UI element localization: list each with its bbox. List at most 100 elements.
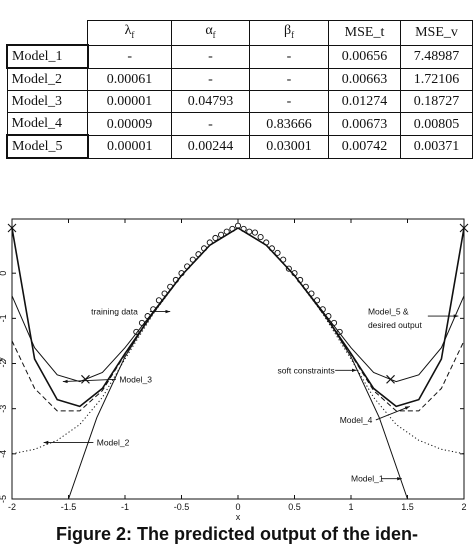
training-data-point: [184, 263, 191, 270]
x-tick-label: -1: [121, 502, 129, 512]
soft-constraint-marker: [386, 374, 395, 384]
annotation-arrow: [427, 314, 459, 318]
figure-caption: Figure 2: The predicted output of the id…: [56, 524, 418, 544]
value-cell: 0.00001: [87, 134, 172, 159]
x-tick-label: -1.5: [61, 502, 77, 512]
x-tick-label: 0: [235, 502, 240, 512]
arrow-head: [404, 406, 410, 410]
value-cell: -: [171, 67, 250, 92]
training-data-point: [308, 290, 315, 297]
x-tick-label: 1.5: [401, 502, 414, 512]
training-data-point: [206, 239, 213, 246]
header-alpha: αf: [171, 20, 250, 46]
training-data-point: [246, 228, 253, 235]
value-cell: 0.00371: [400, 134, 473, 159]
row-label-cell: Model_1: [6, 44, 89, 70]
training-data-point: [229, 225, 236, 232]
training-data-point: [302, 283, 309, 290]
annotation-label: Model_1: [351, 474, 384, 484]
value-cell: 0.00673: [328, 112, 401, 136]
table-row: Model_5 0.00001 0.00244 0.03001 0.00742 0.003…: [6, 134, 473, 160]
annotation-label: Model_5 &: [368, 307, 409, 317]
arrow-shaft: [62, 378, 116, 383]
value-cell: 0.00656: [328, 44, 401, 69]
annotation-label: Model_2: [97, 438, 130, 448]
annotation-arrow: [62, 378, 116, 384]
value-cell: -: [249, 90, 329, 114]
value-cell: 0.18727: [400, 90, 473, 114]
series-line-model-3: [11, 227, 465, 383]
value-cell: 0.03001: [249, 134, 329, 159]
figure-plot: -2 -1.5 -1 -0.5 0 0.5 1 1.5 2 0 -1 -2 -3 -4 -5 x y train…: [0, 218, 469, 522]
plot-frame: [11, 218, 465, 500]
training-data-point: [240, 225, 247, 232]
training-data-point: [201, 245, 208, 252]
arrow-head: [397, 477, 402, 481]
arrow-head: [43, 440, 49, 445]
training-data-point: [274, 249, 281, 256]
value-cell: -: [171, 44, 250, 69]
y-tick-label: -5: [0, 495, 8, 503]
y-tick-label: 0: [0, 271, 8, 276]
training-data-point: [172, 276, 179, 284]
x-tick-label: 0.5: [288, 502, 301, 512]
soft-constraint-marker: [7, 223, 17, 233]
table-row: Model_1- - -0.00656 7.48987: [6, 44, 473, 70]
arrow-head: [165, 309, 171, 314]
training-data-point: [330, 319, 338, 326]
value-cell: 0.01274: [328, 90, 401, 114]
training-data-point: [297, 276, 304, 284]
training-data-point: [314, 297, 321, 304]
x-tick-label: -2: [8, 502, 16, 512]
training-data-point: [195, 251, 202, 258]
annotation-label: desired output: [368, 320, 423, 330]
y-tick-label: -4: [0, 450, 8, 458]
annotation-arrow: [375, 406, 410, 421]
row-label-cell: Model_4: [6, 112, 88, 136]
arrow-head: [453, 314, 459, 318]
x-tick-label: 1: [348, 502, 353, 512]
arrow-head: [62, 379, 68, 384]
value-cell: 0.00742: [328, 134, 401, 159]
annotation-label: training data: [91, 307, 138, 317]
training-data-point: [325, 313, 332, 320]
table-row: Model_4 0.00009-0.83666 0.00673 0.00805: [6, 112, 473, 136]
value-cell: 0.00001: [87, 90, 172, 114]
x-axis-label: x: [236, 512, 241, 522]
annotation-label: Model_4: [340, 415, 373, 425]
marker-stroke: [459, 223, 469, 233]
arrow-shaft: [375, 406, 410, 421]
training-data-point: [291, 270, 298, 277]
marker-stroke: [7, 223, 17, 233]
series-line-model-4: [11, 227, 465, 412]
value-cell: 1.72106: [400, 67, 473, 92]
training-data-point: [268, 245, 275, 252]
training-data-point: [212, 234, 219, 242]
header-lambda: λf: [87, 20, 172, 46]
row-label-cell: Model_2: [6, 67, 88, 92]
value-cell: -: [171, 112, 250, 136]
series-line-model-2: [11, 227, 465, 455]
annotation-arrow: [149, 309, 171, 314]
header-mse-v: MSE_v: [400, 20, 473, 46]
value-cell: 7.48987: [400, 44, 473, 69]
value-cell: 0.00009: [87, 112, 172, 136]
marker-stroke: [81, 374, 90, 384]
corner-cell: [7, 20, 88, 46]
soft-constraint-marker: [459, 223, 469, 233]
training-data-point: [155, 297, 162, 304]
arrow-head: [352, 368, 357, 372]
header-mse-t: MSE_t: [328, 20, 401, 46]
training-data-point: [280, 256, 287, 263]
value-cell: 0.00663: [328, 67, 401, 92]
annotation-arrow: [43, 440, 94, 445]
value-cell: 0.04793: [171, 90, 250, 114]
x-tick-label: -0.5: [174, 502, 190, 512]
training-data-point: [223, 228, 230, 235]
annotation-arrow: [335, 368, 357, 372]
value-cell: 0.00061: [87, 67, 172, 92]
training-data-point: [319, 306, 326, 313]
training-data-point: [167, 283, 174, 290]
y-axis-label: y: [0, 356, 5, 361]
series-line-model-5: [11, 227, 465, 408]
